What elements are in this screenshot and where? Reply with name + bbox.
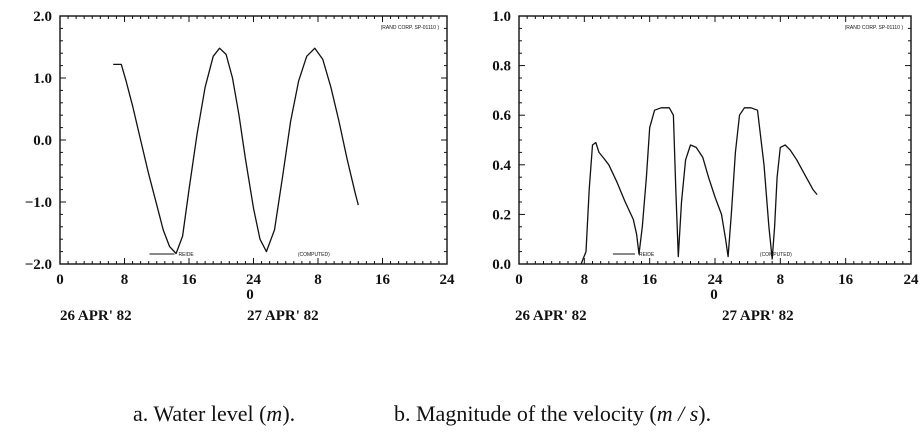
y-tick-label: 1.0 (492, 9, 511, 25)
series-line (113, 47, 359, 255)
y-tick-label: 0.2 (492, 207, 511, 223)
legend-label-computed: (COMPUTED) (760, 252, 792, 258)
stamp-label: (RAND CORP. SP-01110 ) (381, 25, 440, 31)
x-tick-label: 16 (642, 272, 658, 288)
date-label: 26 APR' 82 (60, 308, 132, 324)
y-tick-label: −2.0 (25, 257, 52, 273)
x-tick-label: 24 (708, 272, 724, 288)
y-tick-label: 2.0 (33, 9, 52, 25)
x-tick-label: 16 (375, 272, 391, 288)
legend-label-reide: REIDE (178, 252, 194, 258)
date-label: 27 APR' 82 (247, 308, 319, 324)
caption-b: b. Magnitude of the velocity (m / s). (394, 401, 712, 426)
y-tick-label: 0.0 (33, 133, 52, 149)
x-tick-label: 0 (56, 272, 64, 288)
legend-label-reide: REIDE (639, 252, 655, 258)
x-tick-label: 16 (838, 272, 854, 288)
date-label: 27 APR' 82 (722, 308, 794, 324)
y-tick-label: 0.8 (492, 59, 511, 75)
x-tick-label: 0 (515, 272, 523, 288)
y-tick-label: 1.0 (33, 71, 52, 87)
legend-label-computed: (COMPUTED) (298, 252, 330, 258)
plot-frame (59, 15, 448, 265)
x-tick-label: 16 (182, 272, 198, 288)
x-tick-label: 8 (777, 272, 785, 288)
x-tick-label: 8 (581, 272, 589, 288)
x-tick-label: 8 (314, 272, 322, 288)
x-secondary-label: 0 (710, 287, 718, 303)
stamp-label: (RAND CORP. SP-01110 ) (845, 25, 904, 31)
x-tick-label: 24 (904, 272, 920, 288)
caption-a: a. Water level (m). (133, 401, 296, 426)
series-line (580, 107, 818, 265)
x-tick-label: 24 (440, 272, 456, 288)
date-label: 26 APR' 82 (515, 308, 587, 324)
y-tick-label: −1.0 (25, 195, 52, 211)
x-tick-label: 24 (246, 272, 262, 288)
plot-frame (518, 15, 912, 265)
x-tick-label: 8 (121, 272, 129, 288)
y-tick-label: 0.6 (492, 108, 511, 124)
x-secondary-label: 0 (246, 287, 254, 303)
y-tick-label: 0.0 (492, 257, 511, 273)
y-tick-label: 0.4 (492, 158, 511, 174)
